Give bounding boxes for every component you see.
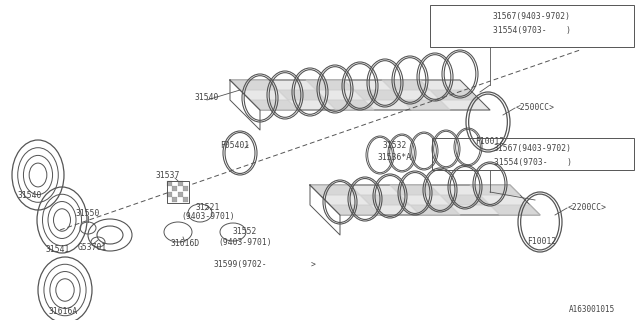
Text: 31554(9703-    ): 31554(9703- )	[494, 157, 572, 166]
Text: F05401: F05401	[220, 140, 250, 149]
Polygon shape	[470, 185, 520, 195]
Text: 31616D: 31616D	[170, 239, 200, 249]
Bar	[172, 186, 177, 191]
Polygon shape	[310, 185, 540, 215]
Polygon shape	[250, 100, 298, 110]
Text: (9403-9701): (9403-9701)	[181, 212, 235, 221]
Polygon shape	[310, 185, 360, 195]
Bar	[167, 192, 172, 197]
Text: 31540: 31540	[195, 92, 219, 101]
Polygon shape	[326, 100, 374, 110]
Polygon shape	[354, 90, 402, 100]
Text: (9403-9701): (9403-9701)	[218, 238, 272, 247]
Text: 31537: 31537	[156, 171, 180, 180]
Polygon shape	[430, 90, 478, 100]
Polygon shape	[382, 80, 430, 90]
Bar	[178, 192, 183, 197]
Text: <2500CC>: <2500CC>	[515, 103, 554, 113]
Polygon shape	[230, 80, 278, 90]
Polygon shape	[230, 80, 490, 110]
Bar	[167, 181, 172, 186]
Polygon shape	[360, 195, 410, 205]
Text: >: >	[310, 260, 316, 269]
Polygon shape	[440, 195, 490, 205]
Text: 31540: 31540	[18, 190, 42, 199]
Text: 31536*A: 31536*A	[378, 154, 412, 163]
Polygon shape	[306, 80, 354, 90]
Text: <2200CC>: <2200CC>	[568, 204, 607, 212]
Bar	[430, 5, 634, 47]
Bar	[183, 186, 188, 191]
Text: F10012: F10012	[527, 237, 557, 246]
Text: F10012: F10012	[476, 138, 504, 147]
Bar	[172, 197, 177, 202]
Polygon shape	[402, 100, 450, 110]
Bar	[178, 181, 183, 186]
Text: A163001015: A163001015	[569, 306, 615, 315]
Text: 31599(9702-: 31599(9702-	[213, 260, 267, 269]
Text: G53701: G53701	[77, 244, 107, 252]
Text: 31616A: 31616A	[49, 307, 77, 316]
Polygon shape	[390, 185, 440, 195]
Polygon shape	[490, 205, 540, 215]
Polygon shape	[330, 205, 380, 215]
Bar	[432, 138, 634, 170]
Text: 31541: 31541	[46, 245, 70, 254]
Text: 31550: 31550	[76, 209, 100, 218]
Bar	[183, 197, 188, 202]
Bar	[167, 181, 189, 203]
Polygon shape	[410, 205, 460, 215]
Text: 31521: 31521	[196, 203, 220, 212]
Polygon shape	[278, 90, 326, 100]
Text: 31554(9703-    ): 31554(9703- )	[493, 27, 571, 36]
Text: 31532: 31532	[383, 140, 407, 149]
Text: 31552: 31552	[233, 228, 257, 236]
Text: 31567(9403-9702): 31567(9403-9702)	[494, 143, 572, 153]
Text: 31567(9403-9702): 31567(9403-9702)	[493, 12, 571, 21]
